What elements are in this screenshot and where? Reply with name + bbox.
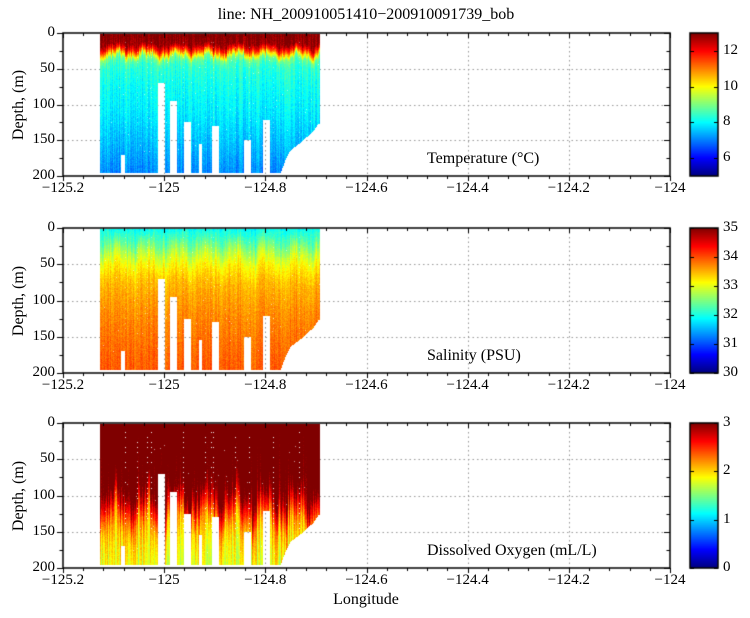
y-tick-label: 100	[32, 291, 56, 308]
x-tick-label: −124.6	[345, 572, 388, 588]
x-tick-label: −125	[148, 180, 180, 196]
x-tick-label: −124.4	[446, 572, 489, 588]
x-axis-label: Longitude	[333, 591, 399, 608]
y-tick-label: 150	[32, 327, 56, 344]
colorbar-tick-label: 30	[723, 364, 738, 380]
panel-label-salinity: Salinity (PSU)	[427, 347, 521, 364]
colorbar-tick-label: 32	[723, 306, 738, 322]
x-tick-label: −125	[148, 572, 180, 588]
salinity-colorbar	[690, 228, 718, 373]
y-tick-label: 200	[32, 167, 56, 183]
x-tick-label: −124.4	[446, 377, 489, 393]
x-tick-label: −124.4	[446, 180, 489, 196]
panel-label-oxygen: Dissolved Oxygen (mL/L)	[427, 542, 597, 559]
colorbar-tick-label: 8	[723, 113, 731, 130]
colorbar-tick-label: 12	[723, 41, 738, 58]
y-tick-label: 50	[40, 59, 55, 76]
x-tick-label: −124.6	[345, 180, 388, 196]
x-tick-label: −124.2	[547, 180, 590, 196]
x-tick-label: −124	[654, 377, 686, 393]
y-tick-label: 200	[32, 559, 56, 575]
x-tick-label: −124.8	[244, 377, 287, 393]
x-tick-label: −124	[654, 572, 686, 588]
temperature-colorbar	[690, 33, 718, 176]
colorbar-tick-label: 34	[723, 248, 738, 264]
temperature-panel	[63, 33, 670, 176]
colorbar-tick-label: 0	[723, 559, 731, 575]
y-tick-label: 50	[40, 255, 55, 272]
x-tick-label: −125.2	[41, 180, 85, 196]
x-tick-label: −124.2	[547, 377, 590, 393]
x-tick-label: −124.8	[244, 572, 287, 588]
panel-label-temperature: Temperature (°C)	[427, 150, 540, 167]
y-tick-label: 150	[32, 522, 56, 539]
x-tick-label: −124.2	[547, 572, 590, 588]
y-tick-label: 100	[32, 95, 56, 112]
y-tick-label: 0	[47, 219, 56, 235]
salinity-panel	[63, 228, 670, 373]
x-tick-label: −124.6	[345, 377, 388, 393]
colorbar-tick-label: 3	[723, 414, 731, 430]
figure-title: line: NH_200910051410−200910091739_bob	[217, 6, 515, 23]
colorbar-tick-label: 6	[723, 149, 731, 166]
y-tick-label: 50	[40, 450, 55, 467]
y-tick-label: 100	[32, 486, 56, 503]
colorbar-tick-label: 33	[723, 277, 738, 293]
x-tick-label: −125.2	[41, 377, 85, 393]
colorbar-tick-label: 10	[723, 77, 738, 94]
dissolved-oxygen-colorbar	[690, 423, 718, 568]
x-tick-label: −125.2	[41, 572, 85, 588]
dissolved-oxygen-panel	[63, 423, 670, 568]
y-tick-label: 0	[47, 24, 56, 40]
colorbar-tick-label: 31	[723, 335, 738, 351]
x-tick-label: −124	[654, 180, 686, 196]
y-tick-label: 200	[32, 364, 56, 380]
y-tick-label: 150	[32, 131, 56, 148]
colorbar-tick-label: 1	[723, 510, 731, 527]
x-tick-label: −125	[148, 377, 180, 393]
colorbar-tick-label: 2	[723, 462, 731, 479]
colorbar-tick-label: 35	[723, 219, 738, 235]
y-tick-label: 0	[47, 414, 56, 430]
x-tick-label: −124.8	[244, 180, 287, 196]
